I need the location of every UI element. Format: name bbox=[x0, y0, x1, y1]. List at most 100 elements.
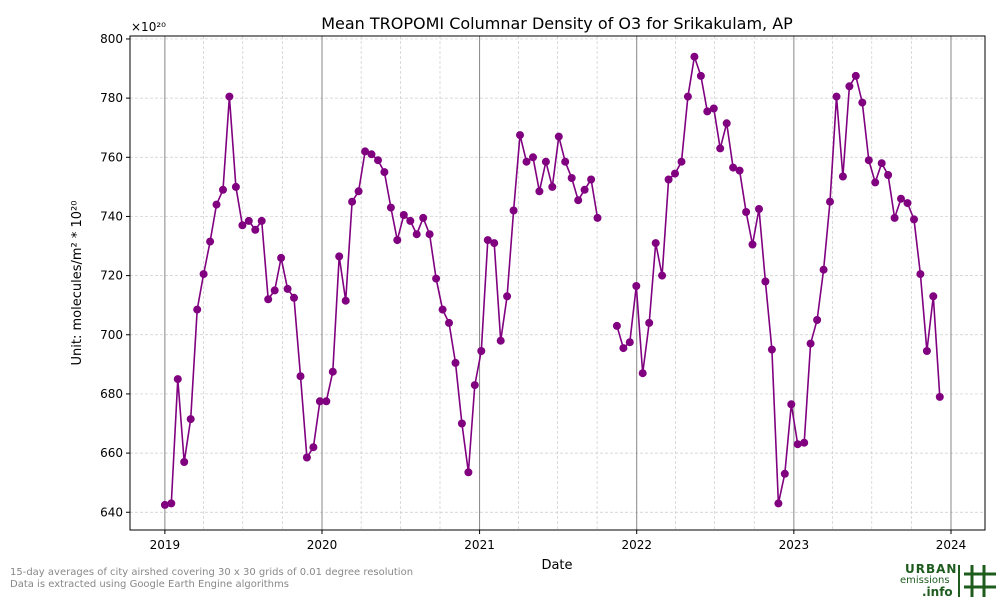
data-point bbox=[742, 208, 751, 216]
data-point bbox=[548, 182, 557, 191]
data-point bbox=[580, 185, 589, 194]
data-point bbox=[703, 107, 712, 116]
data-point bbox=[535, 187, 544, 196]
data-point bbox=[677, 157, 686, 166]
data-point bbox=[180, 458, 189, 466]
data-point bbox=[871, 178, 880, 187]
data-point bbox=[709, 104, 718, 113]
data-point bbox=[354, 187, 363, 196]
data-point bbox=[651, 239, 660, 248]
data-point bbox=[406, 216, 415, 225]
y-tick-label: 660 bbox=[100, 446, 123, 460]
x-tick-label: 2020 bbox=[307, 538, 338, 552]
data-point bbox=[851, 71, 860, 80]
y-tick-label: 640 bbox=[100, 505, 123, 519]
chart-title: Mean TROPOMI Columnar Density of O3 for … bbox=[321, 14, 793, 33]
y-offset-label: ×10²⁰ bbox=[131, 20, 166, 34]
data-point bbox=[838, 172, 847, 181]
data-point bbox=[277, 253, 286, 262]
data-point bbox=[819, 265, 828, 274]
urban-emissions-logo: URBAN emissions .info bbox=[898, 562, 1000, 600]
data-point bbox=[929, 292, 938, 301]
data-point bbox=[774, 499, 783, 508]
data-point bbox=[315, 397, 324, 406]
data-point bbox=[683, 92, 692, 101]
data-point bbox=[516, 131, 524, 140]
x-axis-label: Date bbox=[541, 558, 572, 573]
data-series bbox=[160, 52, 944, 509]
data-point bbox=[696, 71, 705, 80]
data-point bbox=[425, 230, 434, 239]
data-point bbox=[419, 213, 428, 222]
data-point bbox=[729, 163, 738, 172]
data-point bbox=[903, 199, 912, 208]
y-tick-label: 760 bbox=[100, 150, 123, 164]
data-point bbox=[445, 318, 453, 327]
data-point bbox=[322, 397, 331, 406]
data-point bbox=[367, 150, 376, 159]
logo-text-emissions: emissions bbox=[900, 575, 950, 586]
data-point bbox=[199, 270, 208, 279]
y-tick-label: 720 bbox=[100, 269, 123, 283]
data-point bbox=[244, 216, 253, 225]
x-tick-label: 2024 bbox=[936, 538, 967, 552]
data-point bbox=[496, 336, 505, 345]
data-point bbox=[380, 168, 389, 177]
data-point bbox=[800, 438, 809, 447]
data-point bbox=[858, 98, 867, 107]
data-point bbox=[160, 500, 169, 509]
y-tick-label: 780 bbox=[100, 91, 123, 105]
data-point bbox=[612, 321, 621, 330]
data-point bbox=[296, 372, 305, 381]
data-point bbox=[522, 157, 531, 166]
data-point bbox=[483, 236, 492, 245]
data-point bbox=[328, 367, 337, 376]
data-point bbox=[916, 270, 925, 279]
grid-lines bbox=[130, 36, 985, 530]
data-point bbox=[671, 169, 679, 178]
data-point bbox=[167, 499, 176, 508]
data-point bbox=[554, 132, 563, 141]
data-point bbox=[341, 296, 350, 305]
x-tick-label: 2019 bbox=[150, 538, 181, 552]
data-point bbox=[632, 282, 641, 290]
data-point bbox=[761, 277, 770, 286]
data-point bbox=[922, 347, 931, 355]
data-point bbox=[173, 375, 182, 384]
data-point bbox=[897, 194, 905, 203]
y-tick-label: 800 bbox=[100, 32, 123, 46]
y-axis: 640 660 680 700 720 740 760 780 800 bbox=[100, 32, 130, 519]
data-point bbox=[567, 174, 576, 182]
x-tick-label: 2022 bbox=[621, 538, 652, 552]
data-point bbox=[490, 239, 499, 248]
data-point bbox=[780, 469, 789, 478]
data-point bbox=[890, 213, 899, 222]
data-point bbox=[935, 392, 944, 401]
data-point bbox=[309, 443, 318, 452]
data-point bbox=[748, 240, 757, 249]
data-point bbox=[238, 221, 247, 230]
data-point bbox=[884, 171, 893, 179]
data-point bbox=[529, 153, 537, 162]
data-point bbox=[193, 305, 202, 314]
data-point bbox=[638, 369, 647, 378]
data-point bbox=[561, 157, 570, 166]
series-line bbox=[164, 96, 599, 506]
data-point bbox=[722, 119, 731, 128]
data-point bbox=[464, 468, 473, 477]
data-point bbox=[541, 157, 550, 166]
data-point bbox=[412, 230, 421, 239]
data-point bbox=[438, 305, 447, 314]
logo-text-info: .info bbox=[922, 585, 953, 599]
data-point bbox=[877, 159, 886, 168]
y-tick-label: 700 bbox=[100, 328, 123, 342]
data-point bbox=[457, 419, 466, 428]
data-point bbox=[451, 358, 460, 367]
data-point bbox=[219, 185, 227, 194]
data-point bbox=[864, 156, 873, 165]
footnote-line-2: Data is extracted using Google Earth Eng… bbox=[10, 579, 289, 590]
data-point bbox=[270, 286, 279, 295]
x-tick-label: 2023 bbox=[779, 538, 810, 552]
data-point bbox=[257, 216, 266, 225]
